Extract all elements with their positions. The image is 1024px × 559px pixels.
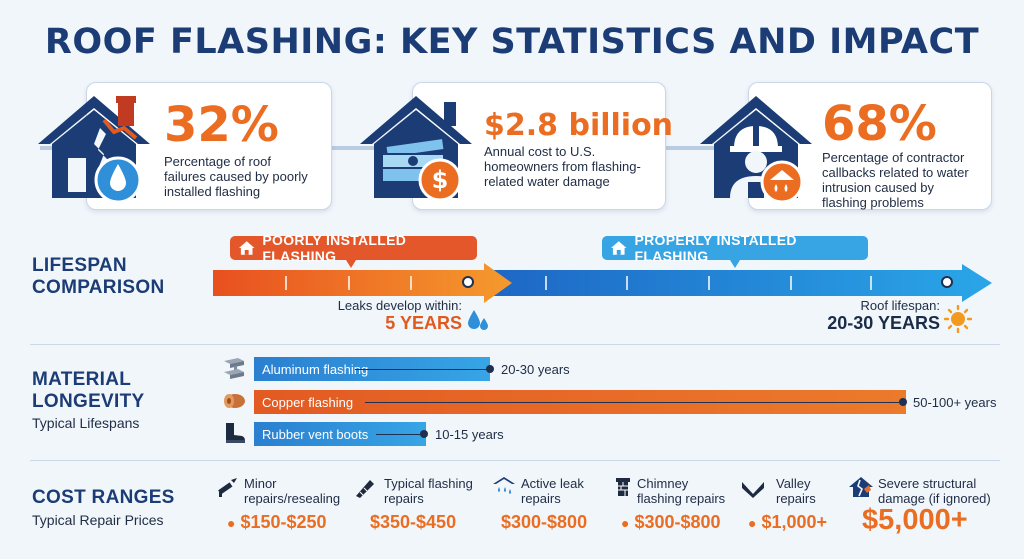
- cost-label-minor-repairs: Minor repairs/resealing: [244, 476, 341, 506]
- svg-text:$: $: [432, 166, 449, 194]
- cost-value-typical-flashing: $350-$450: [370, 512, 457, 532]
- cost-label-severe-damage: Severe structural damage (if ignored): [878, 476, 991, 506]
- poor-flashing-label: POORLY INSTALLED FLASHING: [230, 232, 477, 264]
- water-drops-icon: [468, 310, 488, 330]
- proper-marker-dot: [941, 276, 953, 288]
- cost-section-subtitle: Typical Repair Prices: [32, 512, 164, 528]
- chimney-icon: [616, 478, 630, 496]
- rubber-boot-icon: [226, 423, 245, 443]
- poor-flashing-arrow: [213, 263, 512, 303]
- roof-leak-icon: [493, 477, 515, 494]
- sun-icon: [944, 305, 972, 333]
- stat-desc-annual-cost: Annual cost to U.S. homeowners from flash…: [484, 144, 641, 189]
- stat-value-32: 32%: [164, 97, 279, 153]
- house-icon: [610, 241, 627, 255]
- section-divider: [30, 344, 1000, 345]
- cost-value-severe-damage: $5,000+: [862, 504, 968, 536]
- cracked-house-water-drop-icon: [38, 96, 150, 204]
- poor-marker-label: Leaks develop within:: [337, 298, 462, 313]
- stat-value-2-8-billion: $2.8 billion: [484, 108, 674, 143]
- aluminum-beam-icon: [224, 358, 244, 379]
- material-years-aluminum: 20-30 years: [501, 362, 570, 377]
- cost-value-chimney: ● $300-$800: [621, 512, 721, 532]
- cost-value-valley: ● $1,000+: [748, 512, 828, 532]
- material-years-rubber: 10-15 years: [435, 427, 504, 442]
- stat-value-68: 68%: [822, 96, 937, 152]
- lifespan-section-title: LIFESPAN COMPARISON: [32, 255, 165, 298]
- cost-label-valley: Valley repairs: [776, 476, 816, 506]
- cost-value-minor-repairs: ● $150-$250: [227, 512, 327, 532]
- material-section-title: MATERIAL LONGEVITY: [32, 369, 145, 412]
- material-section-subtitle: Typical Lifespans: [32, 415, 140, 431]
- cost-label-typical-flashing: Typical flashing repairs: [384, 476, 473, 506]
- caulk-gun-icon: [218, 478, 237, 497]
- house-contractor-leak-icon: [700, 96, 812, 204]
- proper-marker-label: Roof lifespan:: [860, 298, 941, 313]
- cost-value-active-leak: $300-$800: [501, 512, 588, 532]
- stat-desc-contractor-callbacks: Percentage of contractor callbacks relate…: [822, 150, 969, 210]
- cost-section-title: COST RANGES: [32, 487, 175, 508]
- page-title: ROOF FLASHING: KEY STATISTICS AND IMPACT: [44, 22, 980, 62]
- material-years-copper: 50-100+ years: [913, 395, 997, 410]
- poor-marker-value: 5 YEARS: [385, 313, 462, 333]
- proper-flashing-arrow: [484, 264, 992, 302]
- section-divider: [30, 460, 1000, 461]
- proper-flashing-label: PROPERLY INSTALLED FLASHING: [602, 232, 868, 264]
- valley-roof-icon: [742, 482, 764, 498]
- copper-roll-icon: [224, 394, 245, 408]
- poor-marker-dot: [462, 276, 474, 288]
- cost-label-chimney: Chimney flashing repairs: [637, 476, 726, 506]
- cost-label-active-leak: Active leak repairs: [521, 476, 584, 506]
- damaged-house-icon: [849, 477, 873, 497]
- house-icon: [238, 241, 255, 255]
- stat-desc-roof-failures: Percentage of roof failures caused by poo…: [164, 154, 308, 199]
- proper-marker-value: 20-30 YEARS: [827, 313, 940, 333]
- flashing-strip-icon: [356, 480, 374, 498]
- house-money-dollar-icon: $: [360, 96, 472, 202]
